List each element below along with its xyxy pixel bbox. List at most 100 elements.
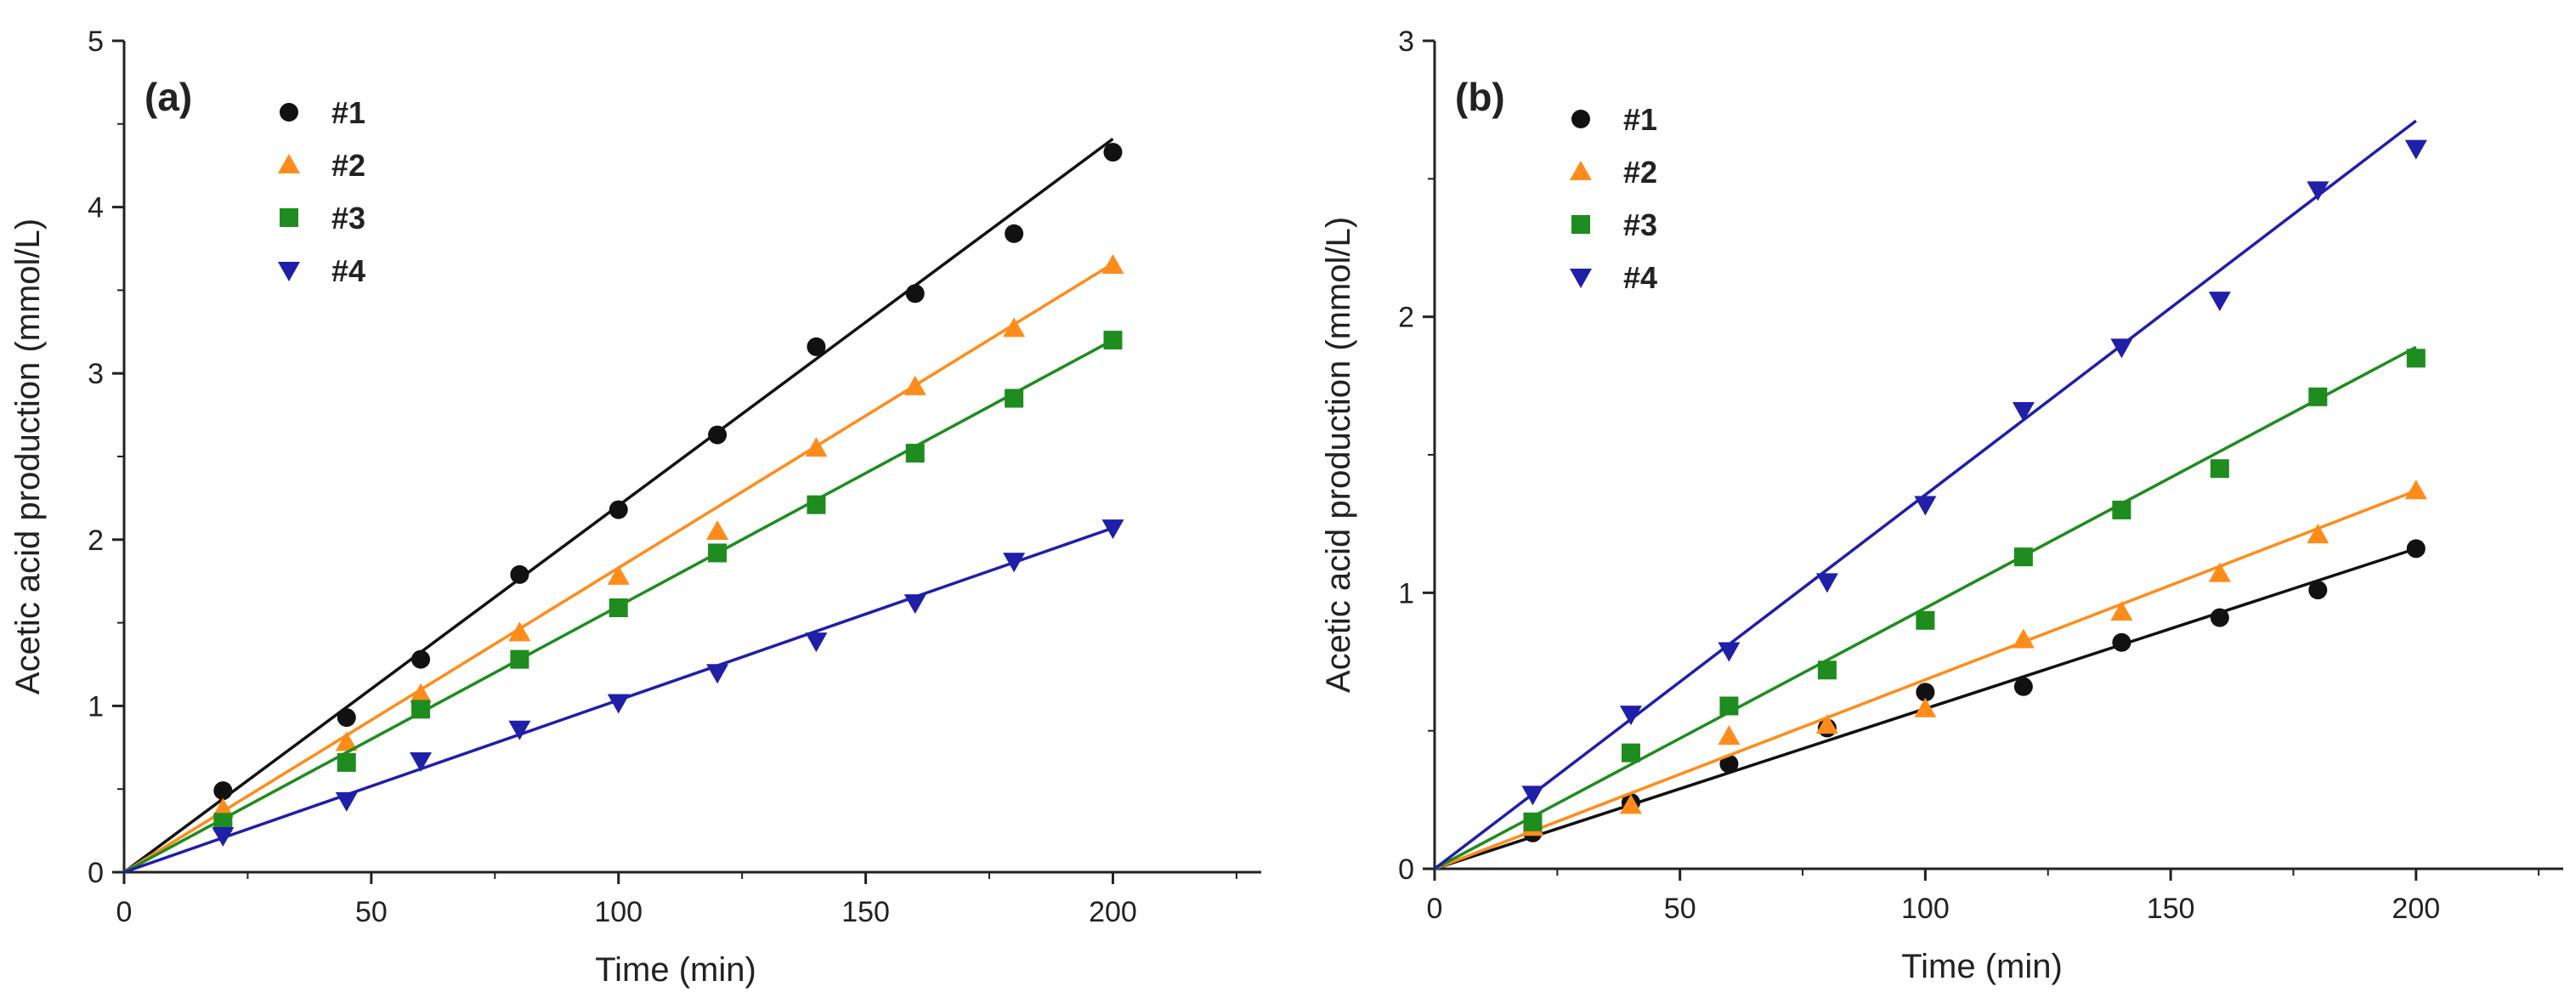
data-point <box>1103 143 1123 162</box>
x-tick-label: 150 <box>2147 893 2195 925</box>
legend-marker <box>278 154 300 173</box>
legend-marker <box>1570 269 1592 288</box>
data-point <box>1719 696 1739 716</box>
data-point <box>607 564 630 585</box>
data-point <box>903 375 926 395</box>
x-axis-label: Time (min) <box>1901 948 2063 985</box>
data-point <box>2308 581 2328 600</box>
data-point <box>1101 254 1124 275</box>
data-point <box>2404 479 2427 500</box>
data-point <box>337 752 356 772</box>
data-point <box>2404 139 2427 160</box>
data-point <box>1003 317 1026 337</box>
x-tick-label: 100 <box>594 896 643 928</box>
data-point <box>2012 402 2035 422</box>
x-tick-label: 200 <box>1089 896 1137 928</box>
data-point <box>905 284 925 303</box>
fit-line <box>1433 119 2417 870</box>
data-point <box>905 444 925 463</box>
legend-label: #1 <box>1623 102 1657 137</box>
series-2 <box>1434 479 2427 870</box>
series-4 <box>1433 119 2427 870</box>
y-axis-label: Acetic acid production (mmol/L) <box>1320 217 1357 693</box>
legend-label: #3 <box>331 201 365 235</box>
fit-line <box>1434 345 2417 870</box>
y-tick-label: 2 <box>88 525 104 557</box>
legend-marker <box>1571 110 1590 128</box>
legend-marker <box>280 208 298 227</box>
data-point <box>2406 539 2426 559</box>
data-point <box>1815 714 1838 734</box>
legend-label: #4 <box>1623 260 1657 295</box>
data-point <box>903 594 926 615</box>
data-point <box>2013 677 2033 696</box>
y-tick-label: 1 <box>1398 577 1414 610</box>
data-point <box>805 437 828 457</box>
data-point <box>411 649 431 669</box>
data-point <box>609 500 628 519</box>
data-point <box>1621 743 1640 763</box>
data-point <box>607 694 630 714</box>
data-point <box>510 649 529 669</box>
panel-label: (a) <box>144 75 192 119</box>
data-point <box>1916 610 1935 630</box>
data-point <box>1619 794 1642 814</box>
data-point <box>1103 331 1123 350</box>
x-tick-label: 50 <box>355 896 388 928</box>
data-point <box>411 700 431 719</box>
x-tick-label: 150 <box>841 896 890 928</box>
data-point <box>2112 632 2132 652</box>
data-point <box>2307 524 2330 544</box>
data-point <box>1718 642 1741 662</box>
legend-marker <box>278 262 300 281</box>
legend-marker <box>1570 161 1592 180</box>
data-point <box>1005 224 1024 243</box>
data-point <box>1101 519 1124 540</box>
y-tick-label: 5 <box>88 26 104 58</box>
y-tick-label: 0 <box>88 857 104 889</box>
data-point <box>1914 697 1937 717</box>
legend-label: #2 <box>331 148 365 183</box>
legend-label: #4 <box>331 253 365 288</box>
data-point <box>2210 459 2229 479</box>
data-point <box>2012 628 2035 649</box>
data-point <box>2307 181 2330 201</box>
data-point <box>212 797 235 818</box>
data-point <box>1817 661 1837 680</box>
data-point <box>1719 754 1739 774</box>
data-point <box>510 564 529 584</box>
series-4 <box>123 519 1124 874</box>
data-point <box>1718 725 1741 746</box>
data-point <box>708 543 728 563</box>
x-tick-label: 200 <box>2392 893 2440 925</box>
data-point <box>2208 562 2231 582</box>
data-point <box>708 425 728 445</box>
data-point <box>805 632 828 653</box>
data-point <box>508 720 531 740</box>
data-point <box>2110 338 2133 359</box>
y-tick-label: 0 <box>1398 853 1414 886</box>
y-tick-label: 3 <box>88 358 104 390</box>
series-1 <box>122 137 1123 874</box>
data-point <box>706 520 729 541</box>
data-point <box>1521 785 1544 806</box>
data-point <box>213 813 233 832</box>
data-point <box>1005 388 1024 408</box>
x-tick-label: 50 <box>1664 893 1696 925</box>
x-tick-label: 100 <box>1901 893 1950 925</box>
data-point <box>1003 553 1026 573</box>
data-point <box>335 791 358 812</box>
x-tick-label: 0 <box>116 896 133 928</box>
data-point <box>2208 292 2231 312</box>
data-point <box>1523 812 1543 831</box>
y-axis-label: Acetic acid production (mmol/L) <box>9 218 47 695</box>
panel-label: (b) <box>1455 75 1505 119</box>
panel-a: 0 50 100 150 200 0 1 2 3 4 5 Time (min) Acetic acid … <box>9 26 1261 989</box>
data-point <box>2110 601 2133 621</box>
data-point <box>609 598 628 617</box>
x-tick-label: 0 <box>1427 893 1443 925</box>
data-point <box>2406 349 2426 368</box>
legend-marker <box>1571 215 1590 234</box>
data-point <box>2112 500 2132 519</box>
